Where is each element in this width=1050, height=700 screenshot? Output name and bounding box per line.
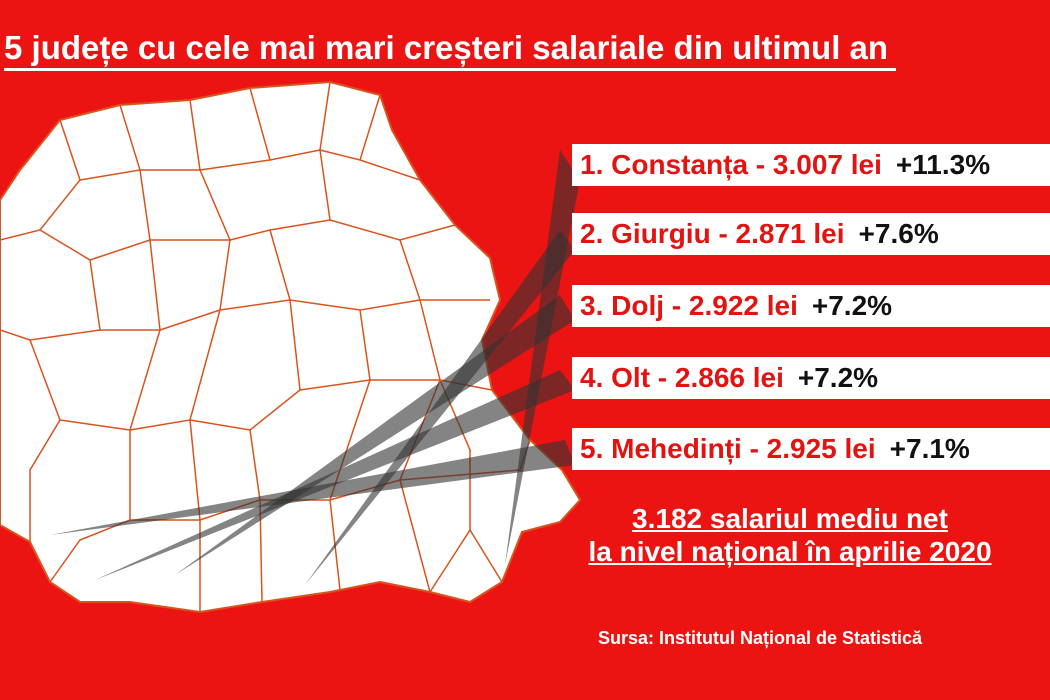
note-line: la nivel național în aprilie 2020: [588, 536, 992, 567]
county-label: 4. Olt - 2.866 lei: [580, 362, 784, 393]
source: Sursa: Institutul Național de Statistică: [598, 628, 923, 648]
county-label: 3. Dolj - 2.922 lei: [580, 290, 798, 321]
change-label: +7.2%: [797, 362, 879, 393]
ranking-item: 4. Olt - 2.866 lei +7.2%: [572, 357, 1050, 399]
pointer-wedges: [50, 150, 580, 585]
change-label: +7.1%: [889, 433, 970, 464]
ranking-item: 5. Mehedinți - 2.925 lei +7.1%: [572, 428, 1050, 470]
ranking-item: 1. Constanța - 3.007 lei +11.3%: [572, 144, 1050, 186]
change-label: +7.2%: [811, 290, 893, 321]
county-label: 1. Constanța - 3.007 lei: [580, 149, 882, 180]
change-label: +7.6%: [858, 218, 939, 249]
title: 5 județe cu cele mai mari creșteri salar…: [4, 28, 897, 71]
county-borders: [0, 81, 531, 612]
ranking-item: 2. Giurgiu - 2.871 lei +7.6%: [572, 213, 1050, 255]
county-label: 2. Giurgiu - 2.871 lei: [580, 218, 845, 249]
ranking-item: 3. Dolj - 2.922 lei +7.2%: [572, 285, 1050, 327]
note-line: 3.182 salariul mediu net: [632, 503, 948, 534]
change-label: +11.3%: [895, 149, 991, 180]
county-label: 5. Mehedinți - 2.925 lei: [580, 433, 876, 464]
